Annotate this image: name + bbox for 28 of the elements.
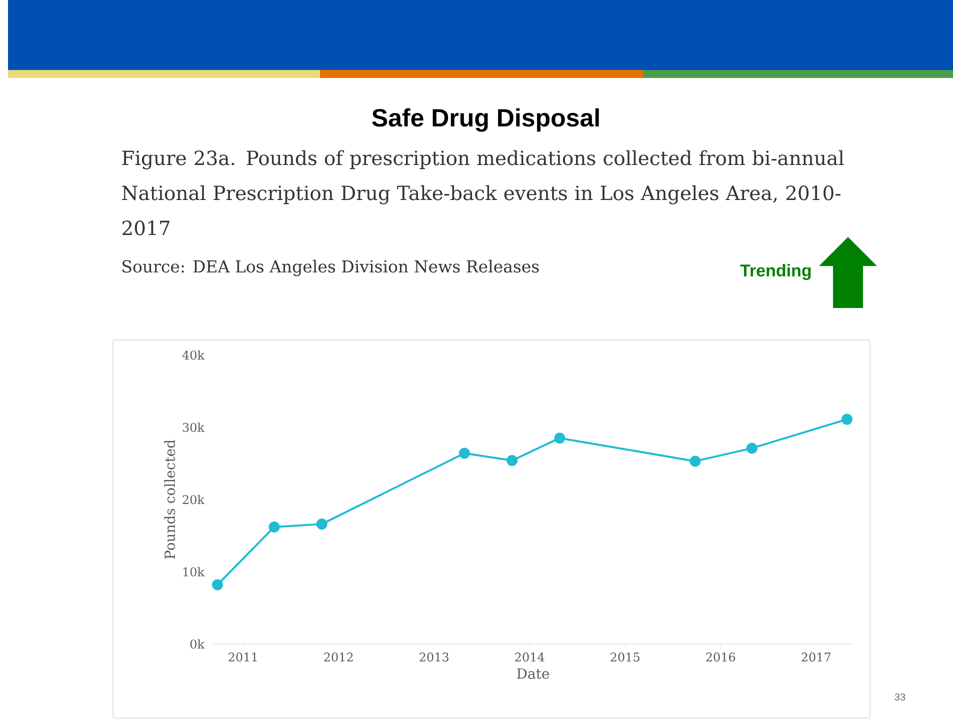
chart-title: Safe Drug Disposal xyxy=(372,108,599,132)
point xyxy=(268,521,280,532)
point xyxy=(506,454,518,466)
x-tick-label: 2011 xyxy=(228,652,257,662)
x-tick-label: 2014 xyxy=(515,652,544,662)
y-axis-title: Pounds collected xyxy=(164,440,176,559)
x-tick-label: 2016 xyxy=(706,652,736,662)
chart-subtitle: Figure 23a. Pounds of prescription medications collected from bi-annual National Prescription Drug Take-back events in Los Angeles Area, 2010-2017 xyxy=(122,150,844,236)
point xyxy=(316,518,328,530)
x-axis-title: Date xyxy=(517,668,550,679)
y-tick-label: 0k xyxy=(190,639,205,649)
x-tick-label: 2013 xyxy=(420,652,448,662)
x-tick-label: 2012 xyxy=(324,652,353,662)
point xyxy=(841,414,852,425)
source-note: Source: DEA Los Angeles Division News Releases xyxy=(122,260,539,276)
point xyxy=(690,456,701,467)
point xyxy=(746,442,758,454)
point xyxy=(458,448,470,459)
x-tick-label: 2015 xyxy=(610,652,640,662)
text: 33 xyxy=(894,693,906,701)
y-tick-label: 10k xyxy=(183,567,205,576)
x-tick-label: 2017 xyxy=(802,652,831,662)
y-tick-label: 40k xyxy=(182,350,205,360)
point xyxy=(554,432,566,444)
text: Trending xyxy=(740,264,811,280)
point xyxy=(212,579,223,590)
y-tick-label: 30k xyxy=(182,422,205,432)
y-tick-label: 20k xyxy=(182,494,205,504)
